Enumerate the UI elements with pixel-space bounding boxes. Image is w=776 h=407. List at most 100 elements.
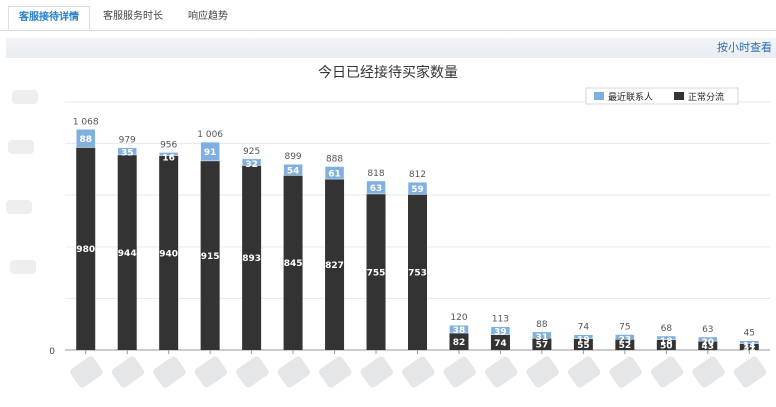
bar-recent-value-label: 31 [536, 333, 549, 343]
bar-recent-value-label: 23 [619, 336, 632, 346]
x-tick-label-blurred [443, 356, 476, 388]
tab-bar: 客服接待详情 客服服务时长 响应趋势 [0, 0, 776, 31]
bar-recent-segment [490, 326, 511, 335]
bar-recent-segment [573, 334, 594, 339]
bar-total-label: 1 006 [197, 130, 223, 140]
bar-normal-segment [656, 339, 676, 350]
x-tick-label-blurred [526, 356, 559, 388]
bar-recent-segment [698, 336, 718, 342]
bar-normal-value-label: 57 [536, 341, 549, 351]
legend-swatch-recent [594, 92, 604, 100]
bar-recent-segment [324, 166, 345, 180]
bar-total-label: 979 [119, 136, 136, 146]
bar-recent-value-label: 38 [453, 326, 466, 336]
bar-recent-value-label: 54 [287, 166, 300, 176]
x-tick-label-blurred [484, 356, 518, 388]
bar-normal-segment [698, 341, 718, 350]
bar-normal-segment [242, 165, 262, 350]
chart-title: 今日已经接待买家数量 [318, 65, 458, 81]
bar-recent-value-label: 32 [245, 160, 258, 170]
bar-total-label: 818 [367, 169, 384, 179]
bar-recent-value-label: 19 [577, 336, 590, 346]
bar-recent-value-label: 20 [702, 338, 715, 348]
x-tick-label-blurred [236, 356, 269, 388]
bar-recent-segment [158, 152, 179, 156]
bar-normal-value-label: 893 [242, 254, 261, 264]
bar-normal-value-label: 74 [494, 339, 507, 349]
x-tick-label-blurred [319, 356, 352, 388]
bar-recent-segment [283, 163, 303, 176]
bar-total-label: 74 [578, 323, 590, 333]
bar-normal-value-label: 50 [660, 341, 673, 351]
x-tick-label-blurred [153, 356, 186, 388]
bar-recent-segment [117, 147, 137, 156]
bar-normal-segment [200, 160, 220, 350]
bar-normal-segment [739, 343, 759, 350]
x-tick-label-blurred [650, 356, 684, 388]
bar-recent-value-label: 18 [660, 337, 673, 347]
bar-recent-value-label: 63 [370, 184, 383, 194]
bar-normal-value-label: 753 [408, 269, 427, 279]
bar-recent-value-label: 35 [121, 149, 134, 159]
x-tick-label-blurred [70, 356, 103, 388]
bar-recent-value-label: 14 [743, 342, 756, 352]
bar-normal-segment [449, 333, 469, 350]
legend-label-recent: 最近联系人 [608, 91, 653, 103]
bar-normal-value-label: 845 [284, 259, 303, 269]
bar-normal-segment [366, 193, 386, 350]
bar-normal-value-label: 940 [159, 249, 178, 259]
y-tick-label-blurred [10, 260, 36, 274]
bar-recent-segment [407, 181, 428, 195]
bar-normal-value-label: 52 [619, 341, 632, 351]
bar-total-label: 956 [160, 140, 177, 150]
bar-total-label: 75 [619, 323, 630, 333]
x-tick-label-blurred [194, 356, 228, 388]
tab-service-reception-details[interactable]: 客服接待详情 [8, 6, 90, 30]
bar-recent-segment [739, 340, 760, 344]
bar-recent-value-label: 39 [494, 328, 507, 338]
bar-total-label: 120 [450, 313, 467, 323]
x-tick-label-blurred [111, 356, 145, 388]
bar-normal-value-label: 944 [118, 249, 137, 259]
tab-response-trend[interactable]: 响应趋势 [188, 11, 228, 22]
bar-recent-segment [449, 324, 469, 334]
bar-recent-value-label: 61 [328, 169, 341, 179]
y-tick-label-blurred [8, 140, 34, 154]
bar-total-label: 113 [492, 315, 509, 325]
bar-normal-segment [117, 154, 137, 350]
bar-normal-segment [573, 338, 593, 350]
bar-recent-segment [75, 129, 96, 148]
x-tick-label-blurred [567, 356, 601, 388]
bar-normal-value-label: 31 [743, 343, 756, 353]
bar-normal-segment [408, 194, 427, 350]
bar-normal-segment [325, 179, 345, 350]
bar-recent-value-label: 88 [79, 135, 92, 145]
bar-recent-segment [200, 141, 220, 162]
bar-recent-value-label: 59 [411, 185, 424, 195]
bar-normal-value-label: 915 [201, 252, 220, 262]
tab-service-duration[interactable]: 客服服务时长 [103, 11, 163, 22]
bar-total-label: 812 [409, 170, 426, 180]
bar-normal-value-label: 43 [702, 342, 715, 352]
legend-box [585, 87, 739, 105]
bar-total-label: 45 [744, 329, 755, 339]
bar-total-label: 63 [702, 325, 713, 335]
bar-recent-value-label: 16 [162, 153, 175, 163]
bar-recent-segment [615, 334, 635, 340]
bar-normal-segment [283, 175, 303, 350]
bar-normal-value-label: 980 [76, 245, 95, 255]
y-tick-label-blurred [6, 200, 32, 214]
bar-recent-value-label: 91 [204, 148, 217, 158]
bar-normal-segment [159, 155, 179, 350]
chart-legend: 最近联系人 正常分流 [585, 87, 739, 105]
bar-total-label: 68 [661, 324, 673, 334]
view-by-hour-link[interactable]: 按小时查看 [717, 41, 772, 54]
x-tick-label-blurred [277, 356, 311, 388]
legend-label-normal: 正常分流 [688, 91, 724, 103]
y-tick-label: 0 [49, 347, 55, 357]
x-tick-label-blurred [733, 356, 767, 388]
bar-recent-segment [656, 335, 677, 340]
x-tick-label-blurred [360, 356, 393, 388]
bar-total-label: 1 068 [73, 117, 99, 127]
bar-normal-segment [76, 147, 96, 350]
